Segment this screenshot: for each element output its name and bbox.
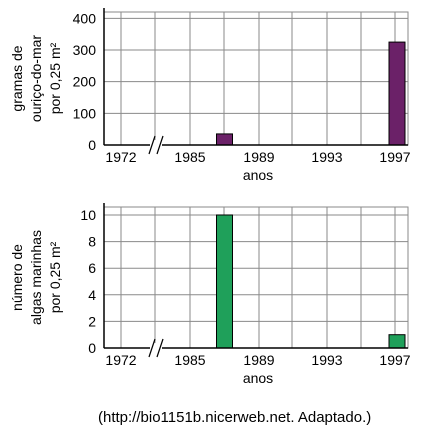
- y-tick-label: 100: [73, 105, 97, 121]
- y-axis-title-line: ouriço-do-mar: [28, 35, 44, 122]
- x-tick-label: 1993: [311, 149, 342, 165]
- x-tick-label: 1989: [243, 149, 274, 165]
- x-axis-title: anos: [243, 167, 273, 183]
- bar-1987: [216, 133, 233, 146]
- y-axis-title-line: por 0,25 m²: [47, 241, 63, 313]
- chart-1: 1972 1985 1989 1993 1997 0 100 200 300 400 anos gra…: [9, 8, 411, 183]
- bar-1997: [388, 41, 406, 146]
- y-axis-title-line: número de: [9, 244, 25, 311]
- x-tick-label: 1993: [311, 352, 342, 368]
- y-tick-label: 10: [80, 207, 96, 223]
- y-tick-label: 300: [73, 42, 97, 58]
- y-tick-label: 200: [73, 74, 97, 90]
- x-tick-label: 1997: [379, 352, 410, 368]
- y-tick-label: 0: [88, 340, 96, 356]
- axis-break-gap: [150, 343, 162, 353]
- axis-break-mark: [148, 135, 156, 155]
- x-tick-label: 1972: [105, 149, 136, 165]
- bar-1997: [388, 334, 406, 349]
- y-tick-label: 400: [73, 10, 97, 26]
- x-tick-label: 1972: [105, 352, 136, 368]
- axis-break-mark: [148, 338, 156, 358]
- y-axis-title-line: algas marinhas: [28, 230, 44, 325]
- x-axis-title: anos: [243, 370, 273, 386]
- x-tick-label: 1989: [243, 352, 274, 368]
- y-axis-title-line: por 0,25 m²: [47, 42, 63, 114]
- chart-2: 1972 1985 1989 1993 1997 0 2 4 6 8 10 anos número de…: [9, 203, 411, 386]
- bar-1987: [216, 214, 233, 349]
- axis-break-mark: [156, 135, 164, 155]
- plot-area: [103, 206, 409, 349]
- y-tick-label: 8: [88, 234, 96, 250]
- x-tick-label: 1985: [174, 149, 205, 165]
- y-tick-label: 2: [88, 313, 96, 329]
- y-tick-label: 6: [88, 260, 96, 276]
- plot-area: [103, 11, 409, 146]
- x-tick-label: 1985: [174, 352, 205, 368]
- x-tick-label: 1997: [379, 149, 410, 165]
- y-tick-label: 4: [88, 287, 96, 303]
- axis-break-gap: [150, 140, 162, 150]
- source-caption: (http://bio1151b.nicerweb.net. Adaptado.…: [98, 409, 372, 426]
- y-axis-title-line: gramas de: [9, 45, 25, 111]
- axis-break-mark: [156, 338, 164, 358]
- y-tick-label: 0: [88, 137, 96, 153]
